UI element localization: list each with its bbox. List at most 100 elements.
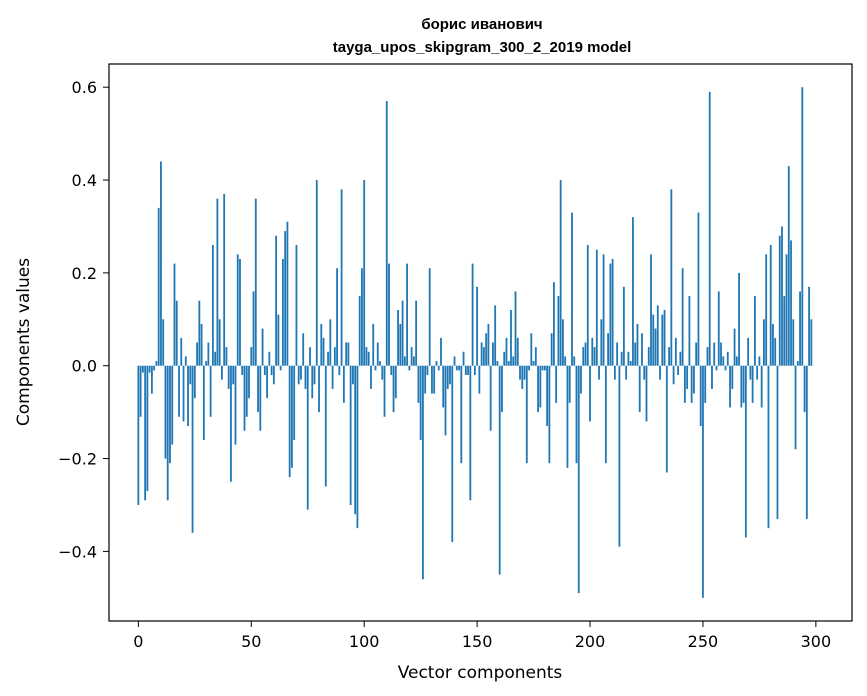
bar-component-31: [207, 342, 210, 366]
bar-component-274: [756, 365, 759, 380]
bar-component-62: [277, 314, 280, 366]
bar-component-168: [516, 337, 519, 366]
bar-component-278: [765, 254, 768, 366]
bar-component-258: [720, 342, 722, 366]
bar-component-88: [336, 268, 338, 366]
bar-component-26: [196, 342, 198, 366]
bar-component-142: [458, 365, 460, 371]
y-tick-label: −0.4: [58, 542, 97, 561]
bar-component-179: [541, 365, 544, 371]
bar-component-187: [559, 180, 562, 366]
bar-component-116: [399, 323, 402, 366]
x-tick-label: 0: [133, 632, 143, 651]
bar-component-25: [193, 365, 196, 399]
bar-component-143: [460, 365, 463, 464]
bar-component-176: [534, 347, 537, 366]
bar-component-29: [202, 365, 205, 440]
x-tick-label: 250: [688, 632, 719, 651]
bar-component-200: [589, 365, 591, 422]
bar-component-165: [510, 310, 512, 366]
bar-component-97: [356, 365, 359, 529]
bar-component-199: [586, 245, 589, 366]
bar-component-259: [722, 356, 725, 366]
bar-component-158: [494, 305, 497, 366]
bar-component-33: [211, 245, 214, 366]
bar-component-280: [769, 245, 772, 366]
bar-component-86: [331, 365, 334, 389]
bar-component-298: [810, 319, 813, 366]
bar-component-273: [753, 296, 756, 366]
bar-component-157: [492, 342, 494, 366]
bar-component-279: [767, 365, 770, 529]
bar-component-7: [153, 365, 156, 371]
bar-component-221: [636, 323, 639, 366]
plot-frame: [108, 63, 853, 622]
bar-component-18: [178, 365, 180, 417]
bar-component-54: [259, 365, 262, 431]
bar-component-23: [189, 365, 192, 385]
bar-component-188: [562, 319, 564, 366]
bar-component-205: [600, 319, 603, 366]
bar-component-147: [469, 365, 472, 501]
bar-component-277: [763, 319, 765, 366]
bar-component-231: [659, 365, 661, 380]
bar-component-275: [758, 356, 761, 366]
bar-component-156: [489, 365, 492, 431]
bar-component-100: [363, 180, 366, 366]
bar-component-257: [717, 291, 720, 366]
bar-component-206: [602, 254, 605, 366]
bar-component-210: [611, 258, 614, 366]
bar-component-146: [467, 365, 469, 375]
bar-component-127: [424, 365, 427, 394]
bar-component-281: [772, 323, 774, 366]
bar-component-50: [250, 347, 253, 366]
bar-component-111: [388, 263, 390, 366]
y-axis-label: Components values: [14, 258, 34, 426]
bar-component-228: [652, 314, 655, 366]
bar-component-214: [620, 351, 623, 366]
bar-component-163: [505, 337, 508, 366]
bar-component-71: [297, 365, 300, 385]
x-ticks: 0 50 100 150 200 250 300: [133, 621, 831, 651]
bar-component-3: [144, 365, 147, 501]
bar-component-252: [706, 347, 709, 366]
bar-component-153: [482, 347, 485, 366]
bar-component-19: [180, 337, 183, 366]
bar-component-140: [453, 356, 456, 366]
bar-component-251: [704, 365, 707, 403]
bar-component-134: [440, 337, 442, 366]
y-tick-label: 0.2: [72, 264, 97, 283]
bar-component-201: [591, 337, 594, 366]
bar-component-204: [598, 365, 600, 380]
bar-component-117: [401, 300, 404, 366]
bar-component-254: [711, 365, 713, 389]
bar-component-32: [209, 365, 212, 417]
bar-component-39: [225, 347, 228, 366]
bar-component-182: [548, 365, 551, 464]
bar-component-269: [744, 365, 747, 538]
bar-component-82: [322, 337, 325, 366]
bar-component-285: [781, 226, 783, 366]
bar-component-270: [747, 337, 750, 366]
bar-component-9: [157, 207, 160, 366]
bar-component-194: [575, 365, 578, 464]
bar-component-57: [266, 365, 268, 399]
bar-component-264: [733, 328, 736, 366]
bar-component-73: [302, 333, 305, 366]
bar-component-46: [241, 365, 244, 375]
bar-component-91: [342, 365, 345, 403]
bar-component-149: [473, 365, 476, 375]
bar-component-266: [738, 272, 740, 366]
bar-component-128: [426, 365, 429, 375]
bar-component-14: [169, 365, 171, 464]
bar-component-283: [776, 365, 779, 519]
bar-component-0: [137, 365, 140, 505]
bar-component-265: [735, 356, 738, 366]
bar-component-253: [708, 91, 711, 366]
bar-component-184: [552, 282, 555, 366]
bar-component-218: [629, 361, 632, 366]
bar-component-236: [670, 189, 673, 366]
bar-component-225: [645, 365, 648, 422]
bar-component-189: [564, 356, 567, 366]
bar-component-120: [408, 365, 411, 371]
